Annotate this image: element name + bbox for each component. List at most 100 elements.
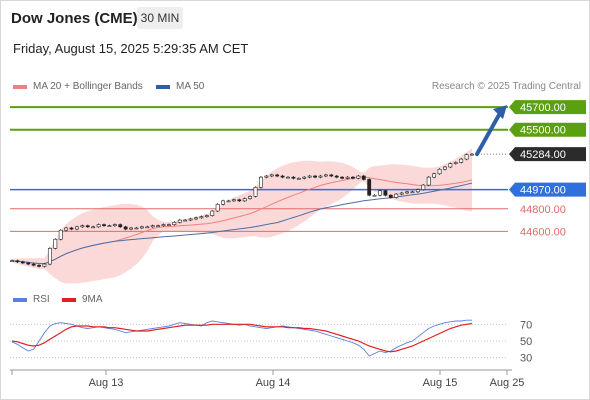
- candle-body: [172, 222, 177, 225]
- candle-body: [20, 261, 25, 264]
- candle-body: [269, 174, 274, 177]
- candle-body: [345, 176, 350, 179]
- candle-body: [464, 154, 469, 160]
- candle-body: [31, 263, 36, 266]
- legend-9ma-label: 9MA: [82, 294, 103, 305]
- candle-body: [242, 198, 247, 202]
- candle-body: [432, 173, 437, 178]
- candle-body: [134, 227, 139, 230]
- candle-body: [199, 216, 204, 219]
- candle-body: [231, 199, 236, 202]
- candle-body: [329, 174, 334, 177]
- candle-body: [378, 190, 382, 196]
- candle-body: [340, 176, 345, 179]
- candle-body: [167, 224, 171, 226]
- candle-body: [194, 217, 198, 220]
- price-tag-text-45500.00: 45500.00: [520, 125, 566, 137]
- x-tick-label: Aug 14: [256, 377, 291, 389]
- legend-rsi: RSI: [13, 294, 50, 305]
- candle-body: [112, 224, 117, 227]
- projection-arrow-head: [493, 105, 507, 120]
- candle-body: [237, 199, 242, 202]
- candle-body: [426, 176, 431, 186]
- candle-body: [150, 225, 155, 228]
- candle-body: [280, 175, 285, 178]
- candle-body: [156, 225, 161, 228]
- candle-body: [296, 177, 301, 180]
- candle-body: [47, 247, 52, 265]
- legend-ma20: MA 20 + Bollinger Bands: [13, 81, 143, 92]
- candle-body: [188, 218, 193, 221]
- rsi-swatch: [13, 297, 27, 302]
- candle-body: [26, 262, 31, 265]
- candle-body: [399, 192, 404, 195]
- ma50-swatch: [156, 84, 170, 89]
- candle-body: [204, 215, 209, 217]
- candle-body: [372, 194, 377, 197]
- x-tick-label: Aug 15: [423, 377, 458, 389]
- projection-arrow: [475, 111, 502, 157]
- ma20-swatch: [13, 84, 27, 89]
- candle-body: [356, 175, 361, 179]
- candle-body: [102, 224, 106, 227]
- candle-body: [286, 176, 290, 179]
- candle-body: [75, 226, 79, 230]
- candle-body: [177, 219, 182, 223]
- candle-body: [58, 229, 63, 240]
- legend-ma20-label: MA 20 + Bollinger Bands: [33, 81, 143, 92]
- candle-body: [437, 168, 442, 175]
- price-tag-text-45284.00: 45284.00: [520, 149, 566, 161]
- rsi-tick-30: 30: [520, 353, 532, 365]
- candle-body: [161, 224, 166, 227]
- candle-body: [42, 263, 47, 267]
- candle-body: [215, 203, 220, 212]
- candle-body: [394, 193, 399, 198]
- candle-body: [118, 224, 123, 228]
- candle-body: [448, 163, 453, 168]
- research-credit: Research © 2025 Trading Central: [431, 81, 581, 92]
- candle-body: [367, 179, 372, 196]
- 9ma-swatch: [62, 297, 76, 302]
- timeframe-button[interactable]: 30 MIN: [137, 7, 183, 29]
- price-tag-45700.00: [509, 100, 586, 115]
- price-tag-text-45700.00: 45700.00: [520, 102, 566, 114]
- candle-body: [85, 225, 90, 228]
- candle-body: [443, 166, 447, 170]
- candle-body: [307, 175, 312, 178]
- candle-body: [91, 226, 96, 229]
- level-label-44600.00: 44600.00: [520, 226, 566, 238]
- x-tick-label: Aug 25: [490, 377, 525, 389]
- candle-body: [459, 158, 464, 163]
- candle-body: [139, 226, 144, 229]
- candle-body: [123, 226, 128, 230]
- candle-body: [259, 176, 263, 188]
- candle-body: [80, 225, 85, 228]
- candle-body: [15, 260, 20, 263]
- rsi-tick-50: 50: [520, 336, 532, 348]
- x-tick-label: Aug 13: [89, 377, 124, 389]
- candle-body: [323, 174, 328, 177]
- candle-body: [334, 175, 339, 178]
- instrument-title: Dow Jones (CME): [11, 10, 138, 27]
- candle-body: [421, 184, 426, 190]
- candle-body: [10, 260, 14, 263]
- price-tag-45284.00: [509, 147, 586, 162]
- candle-body: [69, 227, 74, 230]
- candle-body: [53, 238, 58, 249]
- candle-body: [183, 219, 188, 222]
- candle-body: [96, 224, 101, 228]
- candle-body: [453, 162, 458, 164]
- legend-rsi-label: RSI: [33, 294, 50, 305]
- candle-body: [275, 174, 280, 177]
- rsi-tick-70: 70: [520, 319, 532, 331]
- candle-body: [129, 227, 133, 230]
- candle-body: [291, 176, 296, 179]
- price-tag-text-44970.00: 44970.00: [520, 185, 566, 197]
- candle-body: [221, 200, 225, 205]
- candle-body: [210, 210, 215, 216]
- candle-body: [351, 176, 355, 179]
- candle-body: [405, 191, 409, 194]
- candle-body: [264, 175, 269, 178]
- candle-body: [415, 189, 420, 193]
